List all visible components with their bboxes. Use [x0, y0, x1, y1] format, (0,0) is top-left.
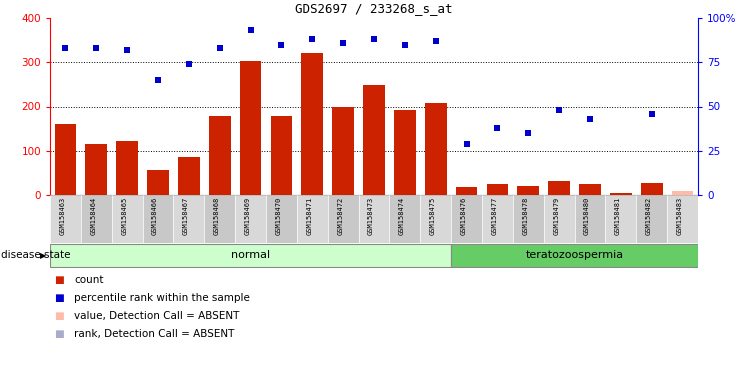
Bar: [637, 195, 667, 243]
Text: GSM158473: GSM158473: [368, 197, 374, 235]
Bar: [147, 170, 169, 195]
Bar: [240, 61, 261, 195]
Text: GSM158483: GSM158483: [677, 197, 683, 235]
Bar: [610, 193, 631, 195]
Bar: [301, 53, 323, 195]
Bar: [297, 195, 328, 243]
Text: disease state: disease state: [1, 250, 71, 260]
Text: GSM158470: GSM158470: [275, 197, 281, 235]
Bar: [544, 195, 574, 243]
Text: GSM158472: GSM158472: [337, 197, 343, 235]
Text: GSM158481: GSM158481: [615, 197, 621, 235]
Bar: [81, 195, 111, 243]
Bar: [328, 195, 358, 243]
Text: GDS2697 / 233268_s_at: GDS2697 / 233268_s_at: [295, 2, 453, 15]
Bar: [364, 85, 384, 195]
Bar: [271, 116, 292, 195]
Bar: [266, 195, 297, 243]
Text: ▶: ▶: [40, 251, 46, 260]
Text: count: count: [74, 275, 103, 285]
Bar: [667, 195, 698, 243]
Text: GSM158480: GSM158480: [584, 197, 590, 235]
Bar: [390, 195, 420, 243]
Bar: [574, 195, 605, 243]
Bar: [111, 195, 143, 243]
Text: GSM158469: GSM158469: [245, 197, 251, 235]
Bar: [548, 181, 570, 195]
Bar: [55, 124, 76, 195]
Bar: [394, 110, 416, 195]
Text: percentile rank within the sample: percentile rank within the sample: [74, 293, 250, 303]
Bar: [209, 116, 230, 195]
Text: teratozoospermia: teratozoospermia: [526, 250, 624, 260]
Bar: [518, 186, 539, 195]
Bar: [482, 195, 513, 243]
Text: GSM158476: GSM158476: [461, 197, 467, 235]
Bar: [50, 244, 451, 267]
Text: ■: ■: [54, 311, 64, 321]
Bar: [487, 184, 508, 195]
Bar: [143, 195, 174, 243]
Bar: [451, 195, 482, 243]
Text: ■: ■: [54, 275, 64, 285]
Bar: [178, 157, 200, 195]
Text: GSM158466: GSM158466: [152, 197, 158, 235]
Bar: [605, 195, 637, 243]
Bar: [235, 195, 266, 243]
Bar: [332, 108, 354, 195]
Bar: [50, 195, 81, 243]
Bar: [420, 195, 451, 243]
Text: GSM158467: GSM158467: [183, 197, 188, 235]
Text: rank, Detection Call = ABSENT: rank, Detection Call = ABSENT: [74, 329, 234, 339]
Text: GSM158474: GSM158474: [399, 197, 405, 235]
Bar: [174, 195, 204, 243]
Text: value, Detection Call = ABSENT: value, Detection Call = ABSENT: [74, 311, 239, 321]
Text: GSM158471: GSM158471: [306, 197, 312, 235]
Bar: [672, 192, 693, 195]
Text: GSM158468: GSM158468: [214, 197, 220, 235]
Text: GSM158482: GSM158482: [646, 197, 652, 235]
Text: ■: ■: [54, 293, 64, 303]
Bar: [425, 103, 447, 195]
Text: GSM158477: GSM158477: [491, 197, 497, 235]
Bar: [641, 183, 663, 195]
Text: GSM158479: GSM158479: [553, 197, 560, 235]
Bar: [204, 195, 235, 243]
Text: GSM158465: GSM158465: [121, 197, 127, 235]
Bar: [358, 195, 390, 243]
Text: GSM158478: GSM158478: [522, 197, 528, 235]
Bar: [513, 195, 544, 243]
Bar: [117, 141, 138, 195]
Bar: [579, 184, 601, 195]
Bar: [85, 144, 107, 195]
Bar: [456, 187, 477, 195]
Text: GSM158463: GSM158463: [59, 197, 65, 235]
Text: GSM158464: GSM158464: [91, 197, 96, 235]
Text: normal: normal: [231, 250, 270, 260]
Bar: [451, 244, 698, 267]
Text: GSM158475: GSM158475: [429, 197, 436, 235]
Text: ■: ■: [54, 329, 64, 339]
